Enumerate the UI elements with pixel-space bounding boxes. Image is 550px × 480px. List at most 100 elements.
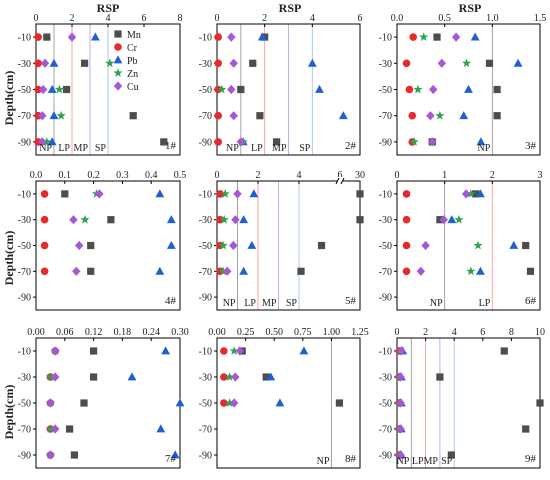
panel-frame — [35, 180, 181, 311]
point-zn — [219, 214, 229, 224]
y-axis-title: Depth(cm) — [2, 231, 16, 286]
sample-label: 7# — [165, 453, 177, 465]
y-tick-label: -70 — [18, 425, 31, 436]
point-zn — [409, 137, 419, 146]
point-cu — [39, 84, 48, 95]
y-tick-label: -10 — [199, 33, 212, 44]
point-cu — [38, 137, 47, 147]
point-mn — [522, 425, 530, 433]
y-tick-label: -90 — [379, 451, 392, 462]
point-mn — [90, 373, 98, 381]
y-tick-label: -90 — [18, 451, 31, 462]
y-tick-label: -70 — [379, 111, 392, 122]
point-mn — [472, 190, 480, 198]
point-zn — [473, 240, 483, 250]
point-mn — [356, 216, 364, 224]
x-tick-label: 2 — [262, 13, 267, 24]
point-pb — [338, 111, 348, 120]
x-tick-label: 0 — [395, 170, 400, 181]
x-tick-label: 0.4 — [145, 170, 158, 181]
point-cr — [405, 85, 414, 94]
point-cu — [51, 372, 60, 382]
point-cr — [220, 373, 228, 381]
point-pb — [239, 215, 249, 224]
x-tick-label: 0.5 — [174, 170, 187, 181]
point-pb — [49, 111, 59, 120]
panel-8: 0.00 0.25 0.50 0.75 1.00 1.25 -10 -30 -50 -70 -90 N… — [199, 327, 369, 469]
y-tick-label: -30 — [199, 215, 212, 226]
panel-2: 0 2 4 6 -10 -30 -50 -70 -90 NP LP MP SP 2# — [199, 13, 363, 156]
panel-7: 0.00 0.06 0.12 0.18 0.24 0.30 -10 -30 -50 -70 -90 7… — [18, 327, 189, 469]
point-mn — [436, 373, 444, 381]
threshold-label-np: NP — [430, 298, 443, 309]
point-mn — [107, 216, 115, 224]
point-mn — [43, 33, 51, 41]
point-zn — [466, 189, 476, 198]
panel-frame — [35, 337, 181, 469]
y-tick-label: -50 — [18, 85, 31, 96]
y-tick-label: -70 — [199, 111, 212, 122]
point-mn — [485, 59, 494, 67]
point-mn — [70, 451, 78, 459]
point-cr — [402, 190, 411, 198]
threshold-label-sp: SP — [441, 456, 453, 467]
point-cu — [231, 372, 240, 382]
point-mn — [335, 399, 344, 407]
point-zn — [435, 110, 445, 120]
point-mn — [500, 347, 508, 355]
point-cr — [220, 399, 228, 407]
point-mn — [81, 59, 89, 67]
x-tick-label: 0.3 — [116, 170, 129, 181]
x-tick-label: 0.18 — [114, 327, 132, 338]
threshold-label-np: NP — [397, 456, 410, 467]
point-pb — [509, 240, 519, 249]
point-mn — [237, 85, 245, 94]
point-zn — [80, 214, 90, 224]
point-cu — [38, 111, 47, 121]
x-tick-label: 0.0 — [391, 13, 404, 24]
point-pb — [47, 84, 57, 93]
x-tick-label: 6 — [142, 13, 147, 24]
point-cr — [402, 59, 411, 68]
x-tick-label: 0.75 — [294, 327, 312, 338]
point-pb — [476, 189, 485, 198]
point-mn — [272, 138, 281, 146]
y-tick-label: -30 — [18, 59, 31, 70]
x-tick-label: 0 — [215, 13, 220, 24]
point-zn — [54, 84, 64, 94]
point-zn — [225, 372, 235, 381]
panel-frame — [396, 337, 541, 469]
point-cu — [439, 215, 448, 225]
x-tick-label: 2 — [70, 13, 75, 24]
y-tick-label: -10 — [379, 189, 392, 200]
y-tick-label: -50 — [199, 241, 212, 252]
point-pb — [266, 372, 276, 381]
point-cr — [408, 111, 417, 120]
point-pb — [470, 32, 480, 41]
sample-label: 9# — [525, 453, 537, 465]
x-tick-label: 4 — [106, 13, 111, 24]
point-zn — [42, 137, 52, 146]
legend-marker-zn — [113, 68, 123, 77]
x-tick-label: 0.24 — [142, 327, 160, 338]
x-tick-label: 2 — [490, 170, 495, 181]
point-pb — [459, 111, 469, 120]
x-tick-label: 2 — [423, 327, 428, 338]
point-cr — [402, 215, 411, 224]
point-mn — [317, 241, 326, 250]
point-cu — [421, 240, 430, 251]
point-zn — [218, 240, 228, 250]
threshold-label-mp: MP — [423, 456, 438, 467]
y-tick-label: -90 — [199, 451, 212, 462]
threshold-label-sp: SP — [95, 143, 107, 154]
threshold-label-np: NP — [478, 143, 491, 154]
point-cu — [236, 137, 246, 147]
threshold-label-lp: LP — [479, 298, 491, 309]
x-tick-label: 1 — [442, 170, 447, 181]
point-cr — [402, 267, 411, 276]
threshold-label-np: NP — [223, 298, 236, 309]
top-axis-title: RSP — [279, 1, 302, 15]
threshold-label-lp: LP — [412, 456, 424, 467]
point-zn — [56, 110, 66, 120]
point-cu — [428, 137, 437, 147]
